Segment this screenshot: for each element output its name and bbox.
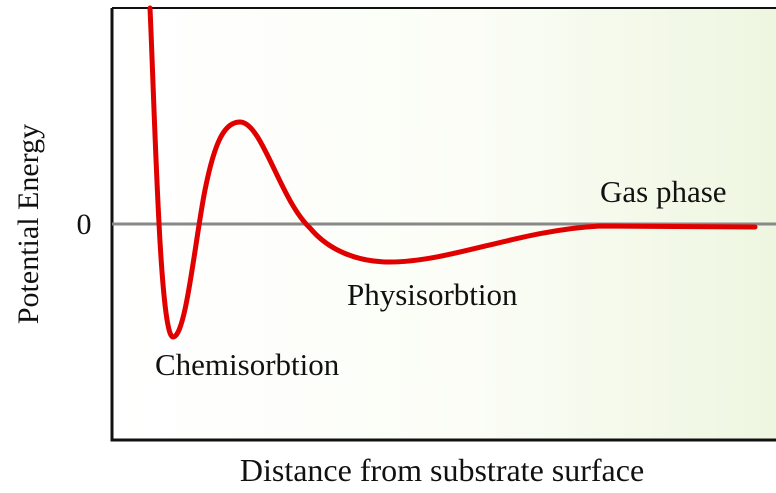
annotation: Chemisorbtion — [155, 347, 340, 382]
potential-curve — [147, 5, 758, 340]
annotation: Physisorbtion — [347, 277, 518, 312]
annotation: Gas phase — [600, 174, 727, 209]
zero-tick-label: 0 — [77, 208, 92, 241]
x-axis-label: Distance from substrate surface — [240, 452, 644, 488]
axes-frame — [110, 8, 776, 442]
y-axis-label: Potential Energy — [12, 124, 45, 324]
